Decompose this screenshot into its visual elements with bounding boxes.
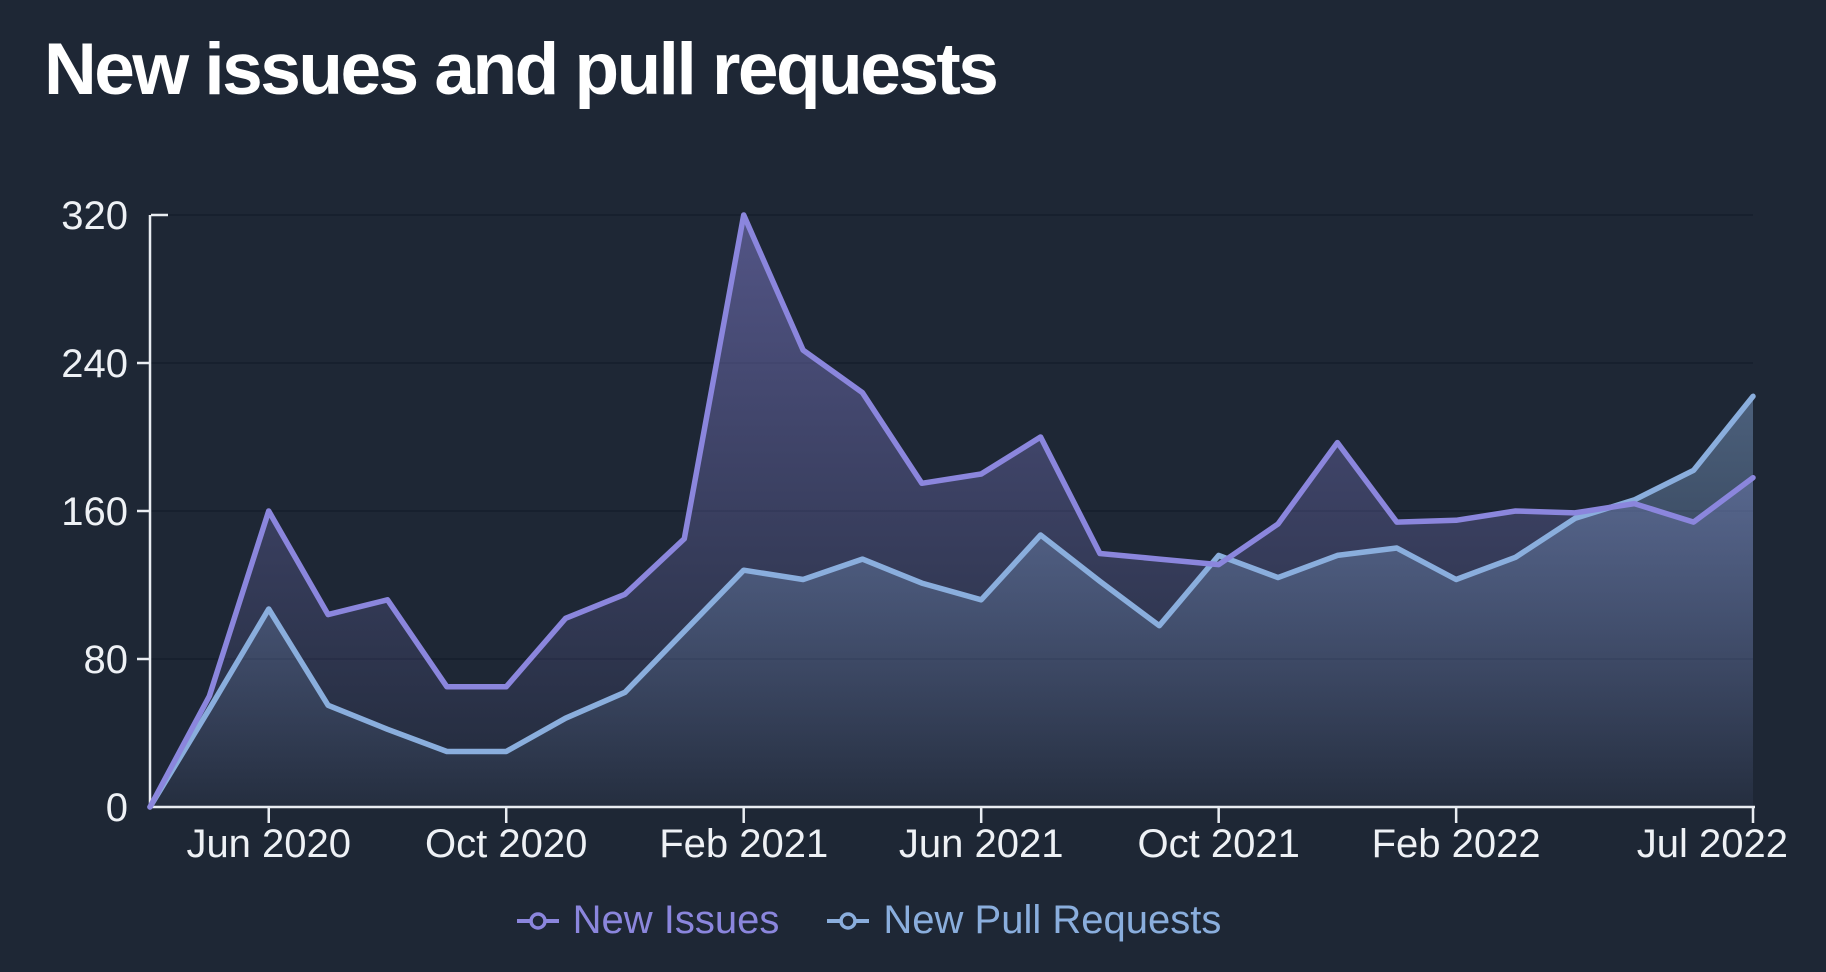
chart-legend: New Issues New Pull Requests — [0, 898, 1781, 943]
x-tick-label-oct-2020: Oct 2020 — [425, 822, 587, 866]
y-tick-label-320: 320 — [61, 194, 128, 238]
legend-label-new-pull-requests: New Pull Requests — [883, 898, 1222, 942]
legend-label-new-issues: New Issues — [572, 898, 780, 942]
x-tick-label-feb-2021: Feb 2021 — [659, 822, 828, 866]
new-pull-requests-line — [147, 393, 1756, 810]
legend-item-new-pull-requests[interactable]: New Pull Requests — [825, 898, 1221, 943]
new-issues-line — [147, 212, 1756, 810]
x-tick-label-jun-2020: Jun 2020 — [186, 822, 351, 866]
y-tick-label-0: 0 — [106, 786, 128, 830]
line-marker-icon — [516, 911, 559, 930]
y-tick-label-240: 240 — [61, 342, 128, 386]
legend-item-new-issues[interactable]: New Issues — [515, 898, 780, 943]
x-tick-label-jun-2021: Jun 2021 — [899, 822, 1064, 866]
x-tick-label-jul-2022: Jul 2022 — [1637, 822, 1788, 866]
x-tick-label-oct-2021: Oct 2021 — [1138, 822, 1300, 866]
y-tick-label-80: 80 — [84, 638, 129, 682]
line-marker-icon — [827, 911, 870, 930]
new-pull-requests-area — [150, 396, 1753, 807]
x-tick-label-feb-2022: Feb 2022 — [1372, 822, 1541, 866]
axes: 0 80 160 240 320 Jun 2020 Oct 2020 Feb 2021 Jun … — [61, 194, 1788, 866]
y-tick-label-160: 160 — [61, 490, 128, 534]
chart-title: New issues and pull requests — [44, 29, 999, 110]
